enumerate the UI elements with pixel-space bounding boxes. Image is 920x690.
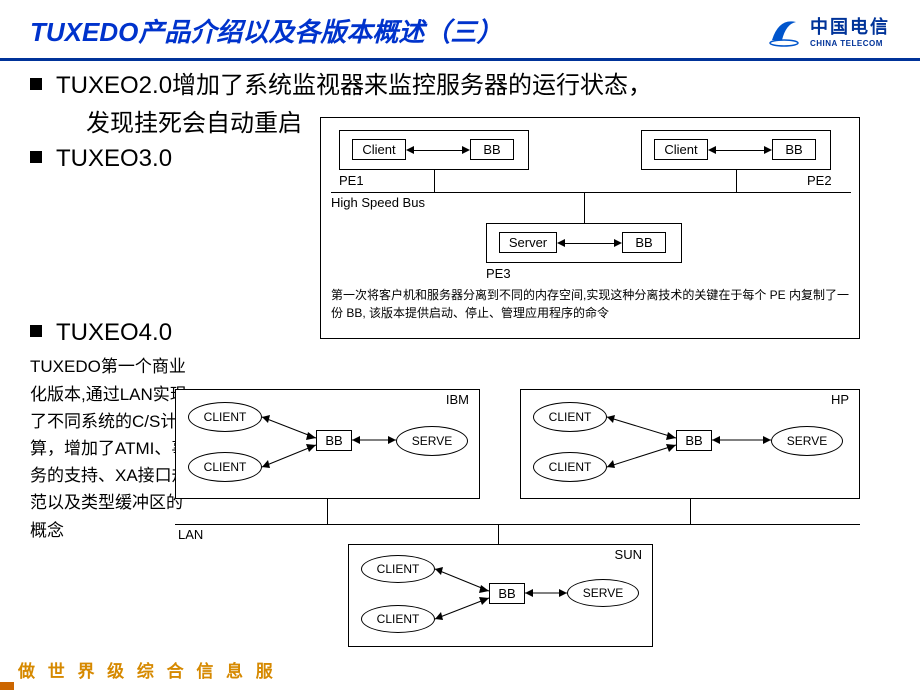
bus-line bbox=[331, 192, 851, 193]
server-box: Server bbox=[499, 232, 557, 253]
arrow-head bbox=[614, 239, 622, 247]
diagram4-ibm: IBM CLIENT CLIENT BB SERVE bbox=[175, 389, 480, 499]
bb-box: BB bbox=[622, 232, 666, 253]
hsb-label: High Speed Bus bbox=[331, 195, 425, 210]
arrow bbox=[408, 150, 468, 151]
logo-chinese: 中国电信 bbox=[810, 13, 890, 39]
connector bbox=[498, 524, 499, 544]
pe2-box: Client BB bbox=[641, 130, 831, 170]
pe1-label: PE1 bbox=[339, 173, 364, 188]
bullet-1: TUXEO2.0增加了系统监视器来监控服务器的运行状态， bbox=[30, 69, 890, 103]
client-box: Client bbox=[654, 139, 708, 160]
connector bbox=[690, 499, 691, 524]
content: TUXEO2.0增加了系统监视器来监控服务器的运行状态， 发现挂死会自动重启 T… bbox=[0, 69, 920, 544]
section4-desc: TUXEDO第一个商业化版本,通过LAN实现了不同系统的C/S计算，增加了ATM… bbox=[30, 353, 190, 543]
diagram4-hp: HP CLIENT CLIENT BB SERVE bbox=[520, 389, 860, 499]
connector bbox=[327, 499, 328, 524]
header: TUXEDO产品介绍以及各版本概述（三） 中国电信 CHINA TELECOM bbox=[0, 0, 920, 58]
arrow-head bbox=[764, 146, 772, 154]
arrow-head bbox=[708, 146, 716, 154]
connectors bbox=[521, 390, 861, 500]
connector bbox=[434, 170, 435, 192]
logo: 中国电信 CHINA TELECOM bbox=[764, 10, 890, 50]
lan-line bbox=[175, 524, 860, 525]
bb-box: BB bbox=[772, 139, 816, 160]
arrow-head bbox=[406, 146, 414, 154]
footer-slogan: 做 世 界 级 综 合 信 息 服 bbox=[18, 657, 277, 682]
telecom-logo-icon bbox=[764, 10, 804, 50]
arrow bbox=[559, 243, 619, 244]
connector bbox=[736, 170, 737, 192]
page-title: TUXEDO产品介绍以及各版本概述（三） bbox=[30, 12, 502, 49]
footer-bar bbox=[0, 682, 14, 690]
connectors bbox=[349, 545, 654, 648]
diagram4-sun: SUN CLIENT CLIENT BB SERVE bbox=[348, 544, 653, 647]
logo-text: 中国电信 CHINA TELECOM bbox=[810, 13, 890, 48]
diagram3-caption: 第一次将客户机和服务器分离到不同的内存空间,实现这种分离技术的关键在于每个 PE… bbox=[331, 286, 851, 322]
pe3-box: Server BB bbox=[486, 223, 682, 263]
pe2-label: PE2 bbox=[807, 173, 832, 188]
connector bbox=[584, 192, 585, 223]
bullet-2-text: TUXEO3.0 bbox=[56, 142, 172, 176]
arrow-head bbox=[462, 146, 470, 154]
header-divider bbox=[0, 58, 920, 61]
bullet-3-text: TUXEO4.0 bbox=[56, 316, 172, 350]
bb-box: BB bbox=[470, 139, 514, 160]
pe1-box: Client BB bbox=[339, 130, 529, 170]
bullet-1-text: TUXEO2.0增加了系统监视器来监控服务器的运行状态， bbox=[56, 69, 652, 103]
logo-english: CHINA TELECOM bbox=[810, 39, 890, 48]
arrow bbox=[710, 150, 770, 151]
bullet-icon bbox=[30, 325, 42, 337]
client-box: Client bbox=[352, 139, 406, 160]
pe3-label: PE3 bbox=[486, 266, 511, 281]
lan-label: LAN bbox=[178, 527, 203, 542]
connectors bbox=[176, 390, 481, 500]
bullet-icon bbox=[30, 151, 42, 163]
arrow-head bbox=[557, 239, 565, 247]
bullet-icon bbox=[30, 78, 42, 90]
diagram-tuxedo3: Client BB Client BB PE1 PE2 High Speed B… bbox=[320, 117, 860, 339]
